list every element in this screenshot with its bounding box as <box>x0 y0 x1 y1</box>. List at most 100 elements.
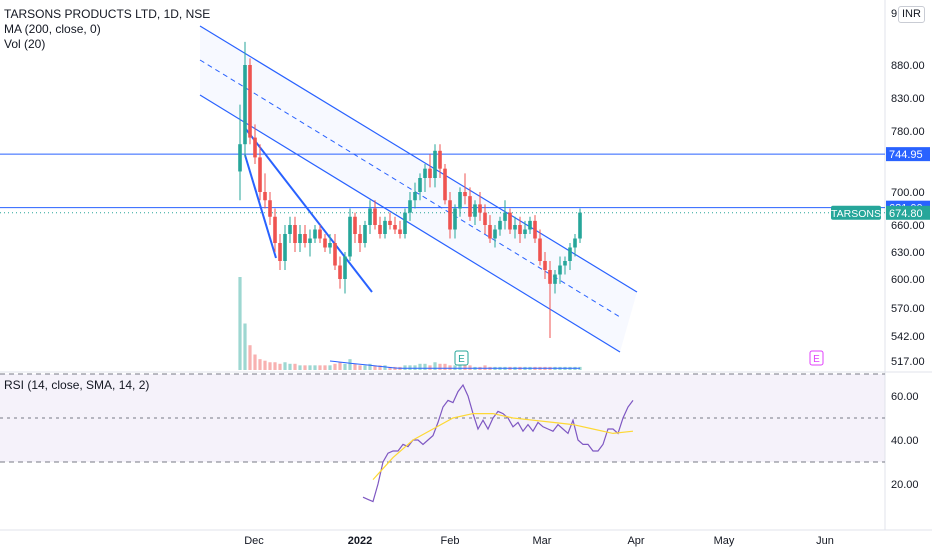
candle-body <box>308 238 312 243</box>
channel-mid-line <box>199 59 621 318</box>
candle <box>428 154 432 188</box>
candle <box>333 234 337 270</box>
candle <box>558 256 562 284</box>
volume-bar <box>373 365 377 370</box>
candle-body <box>418 178 422 192</box>
symbol-tag-bg <box>831 205 881 220</box>
volume-bar <box>283 362 287 370</box>
candle <box>503 200 507 230</box>
candle <box>308 229 312 257</box>
candle <box>278 234 282 270</box>
candle <box>513 216 517 239</box>
candle <box>373 200 377 230</box>
candle-body <box>423 168 427 178</box>
channel-upper-line <box>199 25 638 293</box>
candle-body <box>333 243 337 266</box>
candle <box>443 164 447 205</box>
price-tick-label: 660.00 <box>891 220 925 232</box>
volume-bar <box>483 365 487 370</box>
price-label-bg-0 <box>886 147 930 162</box>
candle <box>343 252 347 294</box>
candle <box>318 225 322 243</box>
candle <box>523 220 527 239</box>
candle <box>358 225 362 252</box>
candle-body <box>368 208 372 225</box>
candle-body <box>288 225 292 234</box>
candle <box>328 234 332 254</box>
candle <box>348 208 352 261</box>
candle <box>543 252 547 279</box>
candle <box>258 144 262 201</box>
candle-body <box>473 204 477 217</box>
price-label-value-0: 744.95 <box>889 149 923 161</box>
rsi-legend[interactable]: RSI (14, close, SMA, 14, 2) <box>4 378 150 392</box>
volume-bar <box>433 362 437 370</box>
candle <box>533 215 537 243</box>
time-tick-label: Apr <box>627 535 644 547</box>
candle-body <box>398 229 402 234</box>
volume-bar <box>273 362 277 370</box>
candle-body <box>443 168 447 201</box>
volume-bar <box>328 365 332 370</box>
candle <box>553 270 557 294</box>
candle-body <box>568 247 572 261</box>
candle-body <box>578 212 582 239</box>
candle-body <box>438 150 442 169</box>
rsi-ma-line <box>372 413 634 481</box>
trendline-2 <box>244 154 277 259</box>
volume-bar <box>263 360 267 370</box>
volume-bar <box>293 363 297 370</box>
candle <box>383 216 387 239</box>
currency-badge[interactable]: INR <box>898 6 925 23</box>
volume-bar <box>343 363 347 370</box>
candle <box>283 225 287 270</box>
candle <box>298 225 302 252</box>
candle <box>478 192 482 221</box>
candle-body <box>328 243 332 248</box>
candle-body <box>378 225 382 234</box>
candle-body <box>528 220 532 230</box>
candle <box>528 216 532 234</box>
candle-body <box>408 200 412 213</box>
rsi-tick-label: 20.00 <box>891 479 919 491</box>
volume-legend[interactable]: Vol (20) <box>4 37 46 51</box>
candle-body <box>258 157 262 192</box>
candle-body <box>533 220 537 239</box>
volume-bar <box>243 323 247 370</box>
candle-body <box>383 220 387 234</box>
volume-bar <box>353 363 357 370</box>
candle <box>268 192 272 225</box>
volume-bar <box>278 363 282 370</box>
volume-bar <box>348 359 352 370</box>
candle <box>363 220 367 248</box>
rsi-line <box>362 383 634 503</box>
candle-body <box>283 234 287 261</box>
candle <box>303 225 307 248</box>
volume-bar <box>303 365 307 370</box>
time-tick-label: May <box>714 535 735 547</box>
candle-body <box>548 270 552 284</box>
ma-legend[interactable]: MA (200, close, 0) <box>4 22 101 36</box>
volume-bar <box>338 362 342 370</box>
price-tick-partial: 9 <box>891 8 897 20</box>
volume-bar <box>363 365 367 370</box>
rsi-tick-label: 40.00 <box>891 435 919 447</box>
candle <box>243 41 247 158</box>
candle-body <box>348 216 352 257</box>
candle <box>458 187 462 217</box>
candle-body <box>243 65 247 145</box>
rsi-pane <box>0 373 885 503</box>
candle <box>483 204 487 234</box>
rsi-tick-label: 60.00 <box>891 391 919 403</box>
price-tick-label: 517.00 <box>891 356 925 368</box>
candle-body <box>238 144 242 172</box>
candle-body <box>513 225 517 230</box>
candle-body <box>478 204 482 213</box>
candle-body <box>558 265 562 275</box>
candle <box>563 256 567 275</box>
time-tick-label: Dec <box>244 535 264 547</box>
earnings-marker-1 <box>809 350 824 366</box>
price-tick-label: 600.00 <box>891 274 925 286</box>
candle-body <box>573 238 577 248</box>
